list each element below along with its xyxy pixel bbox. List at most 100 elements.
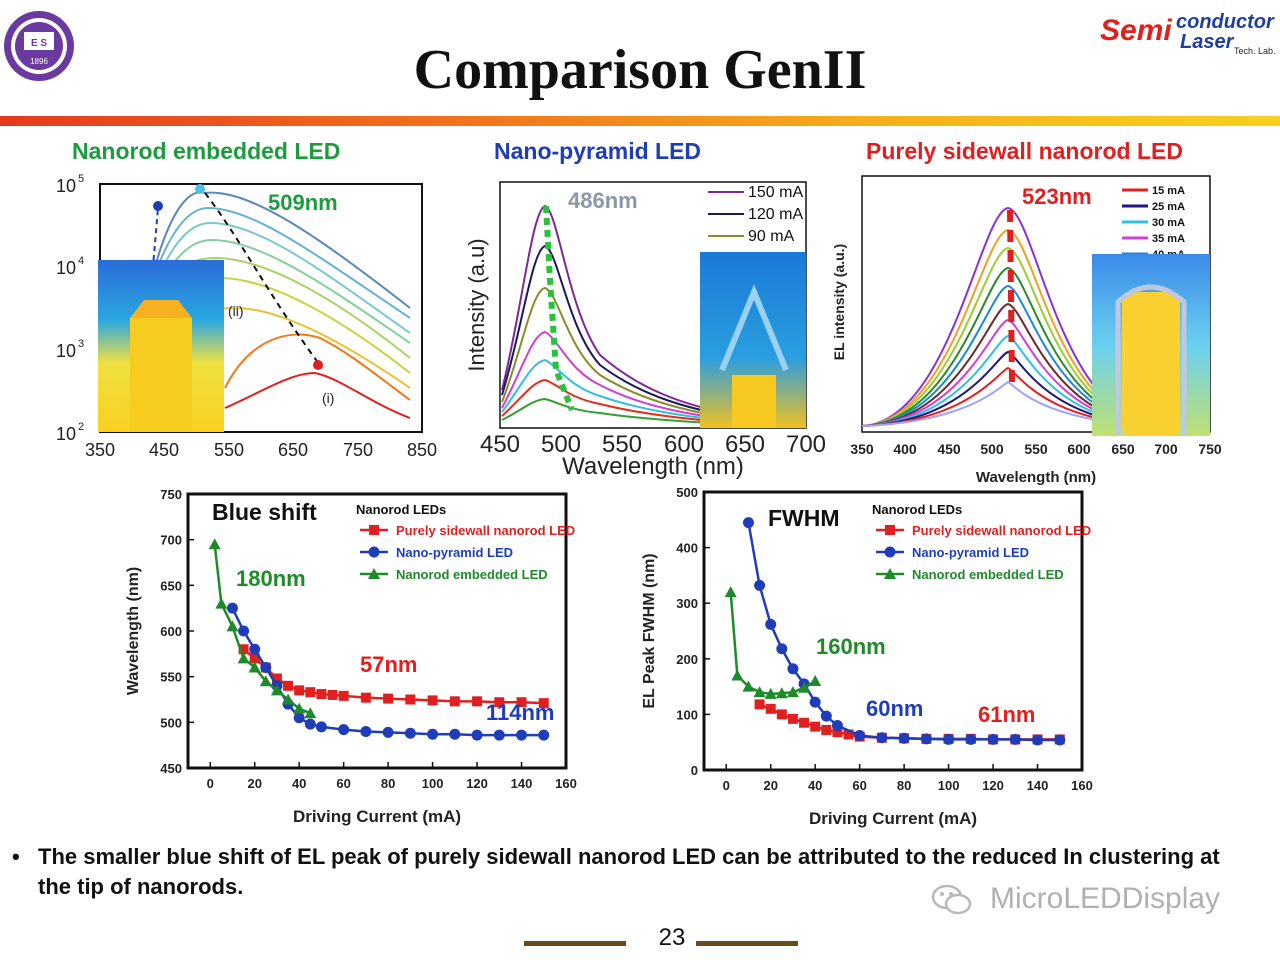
- logo-laser: Laser: [1180, 31, 1235, 53]
- data-point: [427, 728, 439, 740]
- data-point: [516, 729, 528, 741]
- data-point: [516, 697, 527, 708]
- data-point: [208, 538, 221, 550]
- data-point: [472, 696, 483, 707]
- y-tick-label: 300: [676, 596, 698, 611]
- data-point: [270, 684, 283, 696]
- annotation-label: 57nm: [360, 652, 417, 677]
- p1-xtick: 350: [85, 440, 115, 460]
- p2-ylabel: Intensity (a.u): [464, 238, 489, 371]
- data-point: [249, 653, 260, 664]
- p3-xtick: 550: [1024, 441, 1048, 457]
- data-point: [304, 718, 316, 730]
- data-point: [271, 673, 282, 684]
- data-point: [1009, 733, 1021, 745]
- data-point: [1054, 734, 1066, 746]
- data-point: [226, 602, 238, 614]
- y-tick-label: 500: [160, 715, 182, 730]
- x-tick-label: 160: [555, 776, 577, 791]
- data-point: [538, 729, 550, 741]
- footer-line-right: [696, 941, 798, 946]
- data-point: [810, 721, 821, 732]
- x-tick-label: 160: [1071, 778, 1093, 793]
- x-tick-label: 0: [207, 776, 214, 791]
- panel3-peak-label: 523nm: [1022, 184, 1092, 209]
- legend-label: Purely sidewall nanorod LED: [396, 523, 575, 538]
- legend-label: Nano-pyramid LED: [912, 545, 1029, 560]
- data-point: [259, 675, 272, 687]
- wechat-icon: [931, 884, 972, 915]
- data-point: [821, 724, 832, 735]
- y-tick-label: 700: [160, 533, 182, 548]
- x-tick-label: 140: [1027, 778, 1049, 793]
- data-point: [742, 680, 755, 692]
- data-point: [809, 696, 821, 708]
- p3-legend-item: 15 mA: [1152, 185, 1185, 197]
- logo-caption: E S: [31, 38, 47, 49]
- y-tick-label: 500: [676, 485, 698, 500]
- data-point: [449, 696, 460, 707]
- x-tick-label: 140: [511, 776, 533, 791]
- data-point: [753, 686, 766, 698]
- chart-title: Blue shift: [212, 499, 317, 525]
- panel1-spectrum: (ii) (i) 509nm 10 5 10 4 10 3 10 2 350 4…: [50, 168, 450, 466]
- legend-label: Nanorod embedded LED: [396, 567, 548, 582]
- data-point: [724, 586, 737, 598]
- data-point: [283, 680, 294, 691]
- data-point: [765, 618, 777, 630]
- y-tick-label: 550: [160, 670, 182, 685]
- p3-ylabel: EL intensity (a.u.): [831, 244, 847, 360]
- p3-xtick: 350: [850, 441, 874, 457]
- legend-label: Nanorod embedded LED: [912, 567, 1064, 582]
- x-tick-label: 20: [763, 778, 777, 793]
- data-point: [305, 687, 316, 698]
- page-title: Comparison GenII: [413, 39, 867, 101]
- p2-xtick: 650: [725, 431, 765, 458]
- data-point: [754, 579, 766, 591]
- p3-xtick: 750: [1198, 441, 1222, 457]
- p2-xtick: 600: [664, 431, 704, 458]
- data-point: [832, 727, 843, 738]
- data-point: [776, 709, 787, 720]
- p3-xtick: 450: [937, 441, 961, 457]
- data-point: [731, 669, 744, 681]
- p1-xtick: 450: [149, 440, 179, 460]
- x-tick-label: 100: [422, 776, 444, 791]
- label-i: (i): [322, 390, 334, 406]
- data-point: [765, 703, 776, 714]
- data-point: [786, 686, 799, 698]
- x-tick-label: 120: [982, 778, 1004, 793]
- data-point: [316, 689, 327, 700]
- fwhm-chart-container: 0 100 200 300 400 500 0 20 40 60 80 100 120 140 160 Dri…: [636, 484, 1116, 830]
- data-point: [943, 733, 955, 745]
- legend-label: Nano-pyramid LED: [396, 545, 513, 560]
- lab-logo: Semi conductor Laser Tech. Lab.: [1098, 6, 1278, 66]
- y-tick-label: 600: [160, 624, 182, 639]
- data-point: [820, 710, 832, 722]
- legend-marker: [884, 568, 896, 579]
- data-point: [843, 729, 854, 740]
- p3-legend-item: 30 mA: [1152, 217, 1185, 229]
- x-tick-label: 100: [938, 778, 960, 793]
- data-point: [260, 662, 272, 674]
- annotation-label: 114nm: [486, 700, 555, 725]
- data-point: [799, 717, 810, 728]
- y-tick-label: 450: [160, 761, 182, 776]
- y-tick-label: 750: [160, 487, 182, 502]
- data-point: [798, 681, 811, 693]
- data-point: [382, 726, 394, 738]
- legend-marker: [884, 546, 896, 558]
- p1-xtick: 750: [343, 440, 373, 460]
- panel3-title: Purely sidewall nanorod LED: [866, 138, 1183, 164]
- data-point: [338, 724, 350, 736]
- data-point: [776, 643, 788, 655]
- p3-xtick: 600: [1067, 441, 1091, 457]
- x-tick-label: 80: [381, 776, 395, 791]
- p1-yexp: 2: [78, 421, 84, 433]
- p1-ytick: 10: [56, 258, 76, 278]
- p3-legend-item: 35 mA: [1152, 233, 1185, 245]
- logo-conductor: conductor: [1176, 11, 1275, 33]
- page-number: 23: [658, 924, 686, 951]
- x-axis-label: Driving Current (mA): [293, 807, 461, 826]
- y-tick-label: 200: [676, 652, 698, 667]
